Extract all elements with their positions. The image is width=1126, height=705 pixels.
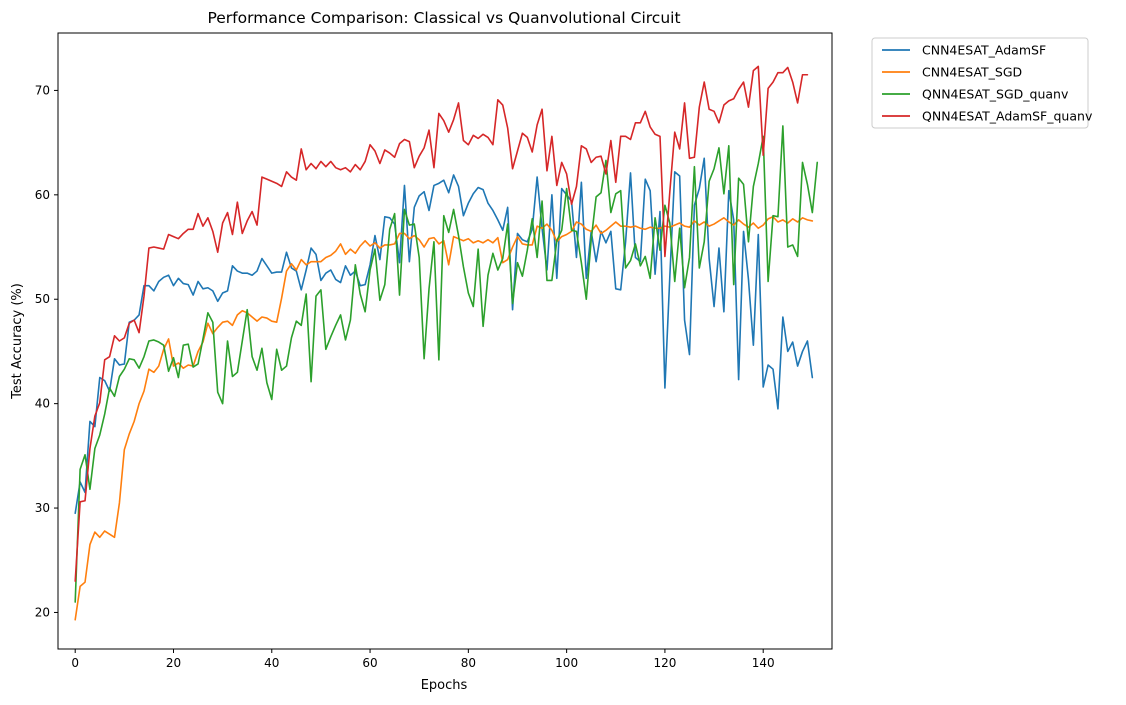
chart-title: Performance Comparison: Classical vs Qua… bbox=[207, 9, 680, 27]
y-tick-label: 40 bbox=[35, 397, 50, 411]
y-tick-label: 50 bbox=[35, 292, 50, 306]
axes: 0 20 40 60 80 100 120 140 20 30 40 50 60 70 bbox=[35, 83, 775, 670]
legend-label-3: QNN4ESAT_AdamSF_quanv bbox=[922, 109, 1093, 124]
plot-area bbox=[74, 65, 819, 621]
legend-label-1: CNN4ESAT_SGD bbox=[922, 65, 1022, 80]
x-axis-label: Epochs bbox=[421, 678, 468, 693]
y-tick-label: 60 bbox=[35, 188, 50, 202]
legend-label-2: QNN4ESAT_SGD_quanv bbox=[922, 87, 1069, 102]
legend: CNN4ESAT_AdamSF CNN4ESAT_SGD QNN4ESAT_SGD_… bbox=[871, 37, 1093, 129]
x-tick-label: 0 bbox=[71, 656, 79, 670]
y-tick-label: 70 bbox=[35, 83, 50, 97]
series-line-0 bbox=[74, 157, 814, 515]
x-tick-label: 20 bbox=[166, 656, 181, 670]
y-axis-label: Test Accuracy (%) bbox=[10, 283, 25, 400]
y-tick-label: 30 bbox=[35, 501, 50, 515]
x-tick-label: 120 bbox=[653, 656, 676, 670]
series-line-1 bbox=[74, 215, 814, 621]
legend-label-0: CNN4ESAT_AdamSF bbox=[922, 43, 1046, 58]
series-line-3 bbox=[74, 65, 809, 582]
series-line-2 bbox=[74, 125, 819, 603]
x-tick-label: 100 bbox=[555, 656, 578, 670]
x-tick-label: 80 bbox=[461, 656, 476, 670]
plot-frame bbox=[57, 32, 833, 650]
x-tick-label: 140 bbox=[752, 656, 775, 670]
x-tick-label: 60 bbox=[362, 656, 377, 670]
y-tick-label: 20 bbox=[35, 605, 50, 619]
x-tick-label: 40 bbox=[264, 656, 279, 670]
legend-box bbox=[871, 37, 1089, 129]
